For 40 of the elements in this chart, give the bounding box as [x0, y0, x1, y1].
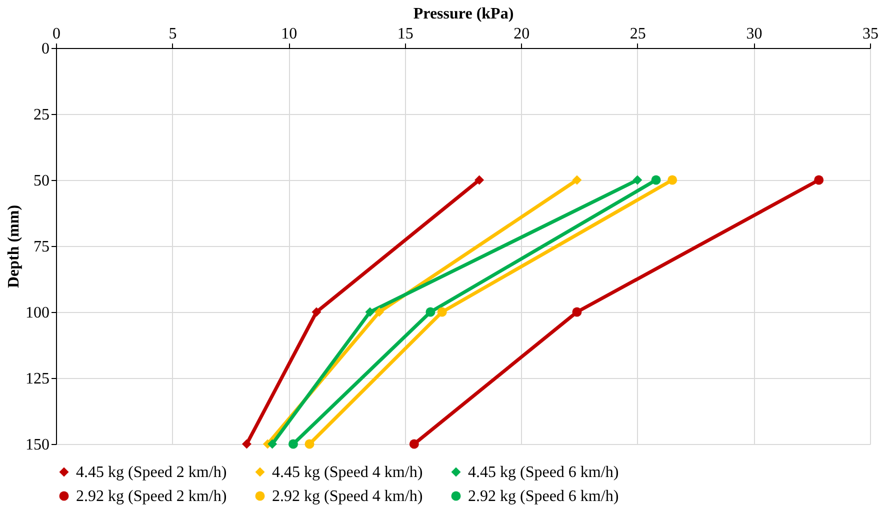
y-tick-label: 0 — [42, 40, 50, 58]
point — [814, 175, 824, 185]
point — [572, 307, 582, 317]
x-tick-label: 25 — [630, 26, 646, 42]
y-tick-label: 50 — [34, 172, 50, 190]
point — [312, 307, 322, 317]
y-tick-label: 100 — [26, 304, 50, 322]
y-tick-label: 75 — [34, 238, 50, 256]
point — [374, 307, 384, 317]
legend-label: 4.45 kg (Speed 2 km/h) — [76, 464, 227, 481]
legend-label: 2.92 kg (Speed 2 km/h) — [76, 488, 227, 505]
legend-label: 4.45 kg (Speed 4 km/h) — [272, 464, 423, 481]
point — [409, 439, 419, 449]
legend-label: 4.45 kg (Speed 6 km/h) — [468, 464, 619, 481]
point — [632, 175, 642, 185]
x-tick-label: 15 — [397, 26, 414, 42]
x-tick-label: 35 — [862, 26, 878, 42]
x-axis-title: Pressure (kPa) — [413, 6, 514, 22]
point — [242, 439, 252, 449]
point — [474, 175, 484, 185]
point — [437, 307, 447, 317]
point — [572, 175, 582, 185]
point — [651, 175, 661, 185]
y-tick-label: 25 — [34, 106, 50, 124]
y-tick-label: 125 — [26, 370, 50, 388]
x-tick-label: 30 — [746, 26, 762, 42]
legend-label: 2.92 kg (Speed 6 km/h) — [468, 488, 619, 505]
point — [304, 439, 314, 449]
point — [668, 175, 678, 185]
point — [365, 307, 375, 317]
x-tick-label: 20 — [514, 26, 530, 42]
point — [268, 439, 278, 449]
point — [426, 307, 436, 317]
x-tick-label: 5 — [168, 26, 177, 42]
point — [288, 439, 298, 449]
x-tick-label: 0 — [52, 26, 60, 42]
x-tick-label: 10 — [281, 26, 298, 42]
y-axis-title: Depth (mm) — [6, 204, 22, 288]
legend-label: 2.92 kg (Speed 4 km/h) — [272, 488, 423, 505]
y-tick-label: 150 — [26, 436, 50, 454]
